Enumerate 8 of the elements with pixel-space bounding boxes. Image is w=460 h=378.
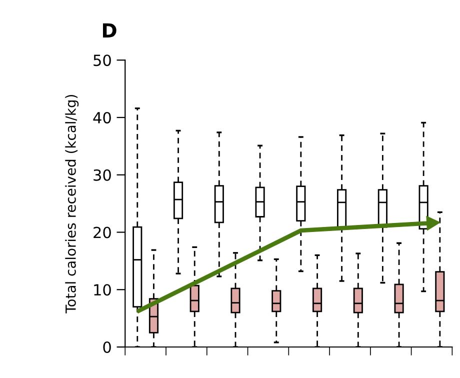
y-tick-label: 0: [103, 341, 111, 354]
y-tick-label: 50: [94, 54, 111, 66]
y-axis-title: Total calories received (kcal/kg): [65, 94, 79, 314]
y-tick-label: 10: [94, 284, 111, 296]
y-tick-label: 40: [93, 112, 111, 124]
y-tick-label: 20: [94, 226, 111, 238]
chart-title: D: [102, 23, 116, 38]
y-tick-label: 30: [94, 169, 111, 181]
